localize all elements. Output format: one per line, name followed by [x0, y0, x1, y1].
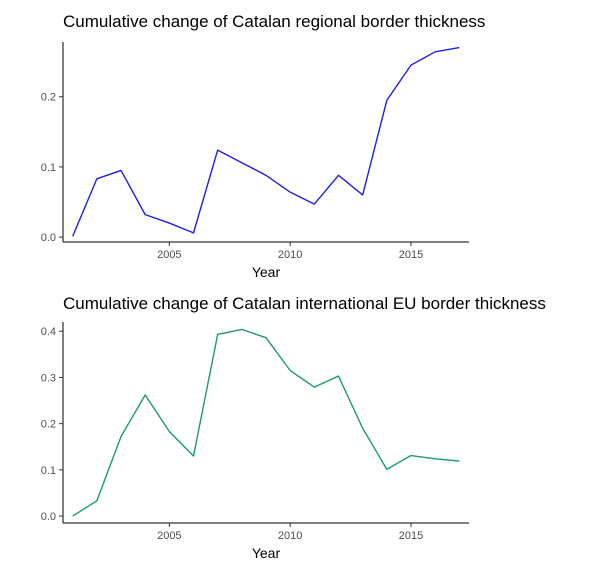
x-tick-label-international: 2015: [399, 530, 423, 542]
chart-title-international: Cumulative change of Catalan internation…: [63, 294, 546, 313]
series-line-international: [72, 328, 460, 517]
y-tick-label-international: 0.2: [41, 419, 56, 431]
x-tick-label-international: 2010: [278, 530, 302, 542]
x-tick-label-regional: 2010: [278, 249, 302, 261]
series-line-regional: [72, 46, 460, 237]
x-tick-label-regional: 2005: [157, 249, 181, 261]
chart-title-regional: Cumulative change of Catalan regional bo…: [63, 12, 486, 31]
y-tick-label-regional: 0.1: [41, 162, 56, 174]
y-tick-label-regional: 0.2: [41, 92, 56, 104]
x-tick-label-international: 2005: [157, 530, 181, 542]
x-tick-label-regional: 2015: [399, 249, 423, 261]
y-tick-label-international: 0.3: [41, 372, 56, 384]
y-tick-label-international: 0.0: [41, 511, 56, 523]
y-tick-label-international: 0.1: [41, 465, 56, 477]
y-tick-label-regional: 0.0: [41, 232, 56, 244]
x-axis-title-regional: Year: [252, 264, 281, 280]
y-tick-label-international: 0.4: [41, 326, 56, 338]
x-axis-title-international: Year: [252, 545, 281, 561]
